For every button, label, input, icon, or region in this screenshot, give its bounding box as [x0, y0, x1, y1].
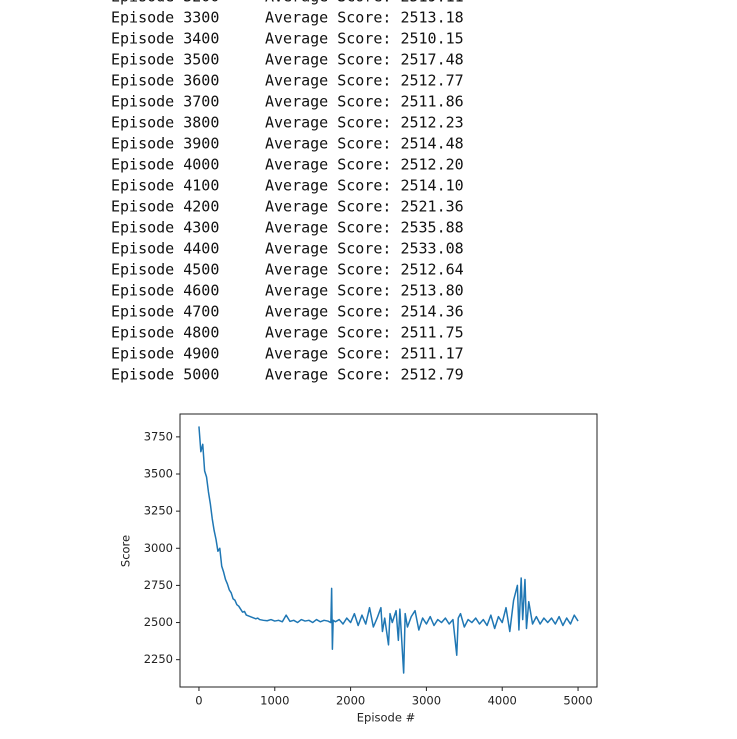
- plot-frame: [179, 413, 598, 688]
- log-episode: Episode 3400: [111, 30, 219, 48]
- log-episode: Episode 4300: [111, 219, 219, 237]
- x-tick-label: 2000: [336, 694, 365, 708]
- y-axis-label: Score: [119, 535, 133, 567]
- log-score: Average Score: 2511.17: [265, 345, 464, 363]
- log-episode: Episode 4400: [111, 240, 219, 258]
- log-episode: Episode 3800: [111, 114, 219, 132]
- log-episode: Episode 3700: [111, 93, 219, 111]
- y-tick-label: 3250: [144, 504, 173, 518]
- log-score: Average Score: 2511.75: [265, 324, 464, 342]
- y-tick-label: 2750: [144, 578, 173, 592]
- log-score: Average Score: 2533.08: [265, 240, 464, 258]
- log-episode: Episode 4800: [111, 324, 219, 342]
- x-tick-label: 5000: [563, 694, 592, 708]
- log-score: Average Score: 2535.88: [265, 219, 464, 237]
- x-tick-label: 4000: [488, 694, 517, 708]
- log-score: Average Score: 2512.77: [265, 72, 464, 90]
- log-episode: Episode 4500: [111, 261, 219, 279]
- log-score: Average Score: 2513.18: [265, 9, 464, 27]
- log-score: Average Score: 2517.48: [265, 51, 464, 69]
- log-episode: Episode 4900: [111, 345, 219, 363]
- log-score: Average Score: 2510.15: [265, 30, 464, 48]
- log-score: Average Score: 2512.23: [265, 114, 464, 132]
- log-episode: Episode 4100: [111, 177, 219, 195]
- score-line: [198, 426, 579, 674]
- log-score: Average Score: 2514.10: [265, 177, 464, 195]
- log-score: Average Score: 2512.20: [265, 156, 464, 174]
- log-episode: Episode 5000: [111, 366, 219, 384]
- log-episode: Episode 3200: [111, 0, 219, 6]
- log-episode: Episode 3600: [111, 72, 219, 90]
- x-axis-label: Episode #: [357, 711, 415, 725]
- y-tick-label: 3000: [144, 541, 173, 555]
- log-episode: Episode 4600: [111, 282, 219, 300]
- x-tick-label: 1000: [260, 694, 289, 708]
- log-episode: Episode 3900: [111, 135, 219, 153]
- y-tick-label: 3750: [144, 429, 173, 443]
- log-score: Average Score: 2512.64: [265, 261, 464, 279]
- log-score: Average Score: 2514.48: [265, 135, 464, 153]
- log-score: Average Score: 2511.86: [265, 93, 464, 111]
- log-score: Average Score: 2519.11: [265, 0, 464, 6]
- log-score: Average Score: 2513.80: [265, 282, 464, 300]
- y-tick-label: 3500: [144, 467, 173, 481]
- log-episode: Episode 4000: [111, 156, 219, 174]
- log-score: Average Score: 2514.36: [265, 303, 464, 321]
- log-score: Average Score: 2521.36: [265, 198, 464, 216]
- x-tick-label: 3000: [412, 694, 441, 708]
- y-tick-label: 2250: [144, 652, 173, 666]
- log-episode: Episode 4200: [111, 198, 219, 216]
- log-episode: Episode 3500: [111, 51, 219, 69]
- log-score: Average Score: 2512.79: [265, 366, 464, 384]
- y-tick-label: 2500: [144, 615, 173, 629]
- log-episode: Episode 4700: [111, 303, 219, 321]
- x-tick-label: 0: [195, 694, 202, 708]
- log-episode: Episode 3300: [111, 9, 219, 27]
